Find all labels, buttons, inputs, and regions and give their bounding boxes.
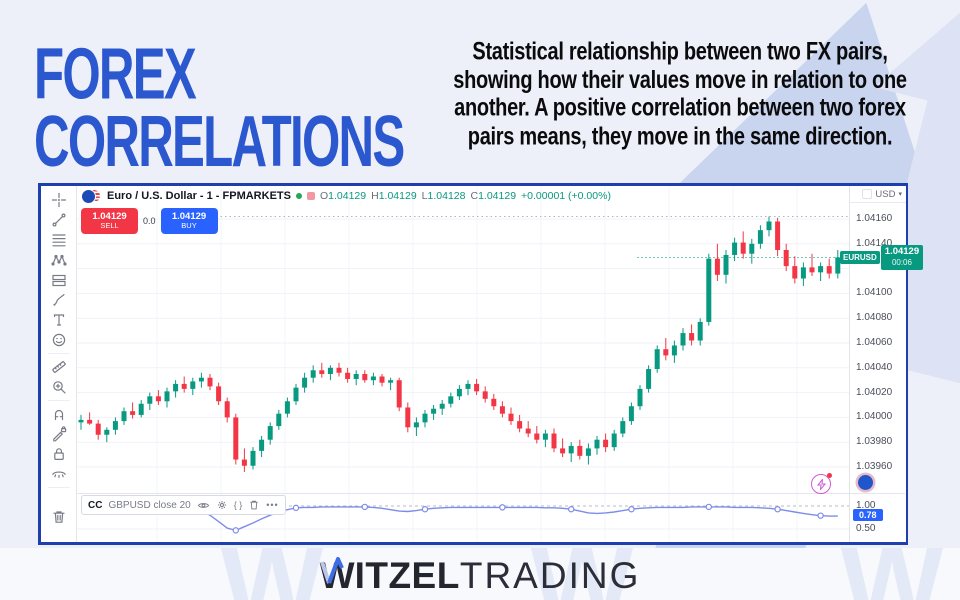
footer-band: W W W W ITZEL TRADING <box>0 548 960 600</box>
settings-gear-icon[interactable] <box>216 499 228 511</box>
brush-icon[interactable] <box>47 290 71 310</box>
eye-icon[interactable] <box>197 499 210 512</box>
logo-bold-part: ITZEL <box>354 555 460 596</box>
price-tick-label: 1.03960 <box>856 461 893 472</box>
magnet-icon[interactable] <box>47 404 71 424</box>
description-line: showing how their values move in relatio… <box>453 66 907 94</box>
price-axis[interactable]: USD ▾ 1.04160 1.04140 1.04100 1.04080 1.0406… <box>849 186 906 542</box>
badge-symbol: EURUSD <box>840 250 880 264</box>
w-watermark: W <box>220 548 324 600</box>
ohlc-values: O1.04129 H1.04129 L1.04128 C1.04129 +0.0… <box>319 190 611 202</box>
title-line-1: FOREX <box>34 32 197 115</box>
toolbar-separator <box>47 400 70 401</box>
drawing-toolbar <box>41 186 77 542</box>
indicator-params: GBPUSD close 20 <box>108 499 191 511</box>
crosshair-icon[interactable] <box>47 190 71 210</box>
more-options-icon[interactable]: ••• <box>266 500 279 510</box>
instant-trading-icon[interactable] <box>811 473 832 494</box>
description-line: pairs means, they move in the same direc… <box>467 122 893 150</box>
spread-value: 0.0 <box>143 216 156 226</box>
text-icon[interactable] <box>47 310 71 330</box>
title-line-2: CORRELATIONS <box>34 99 405 182</box>
description-line: another. A positive correlation between … <box>454 94 906 122</box>
emoji-icon[interactable] <box>47 330 71 350</box>
logo-light-part: TRADING <box>459 555 641 596</box>
drawing-lock-icon[interactable] <box>47 424 71 444</box>
currency-label: USD <box>875 188 896 200</box>
zoom-in-icon[interactable] <box>47 377 71 397</box>
trend-line-icon[interactable] <box>47 210 71 230</box>
pane-separator[interactable] <box>77 493 905 494</box>
axis-tool-icon[interactable] <box>862 189 873 199</box>
symbol-title[interactable]: Euro / U.S. Dollar - 1 - FPMARKETS <box>107 190 291 202</box>
badge-countdown: 00:06 <box>891 258 912 268</box>
price-tick-label: 1.04000 <box>856 411 893 423</box>
xabcd-pattern-icon[interactable] <box>47 250 71 270</box>
buy-button[interactable]: 1.04129 BUY <box>160 208 218 234</box>
tradingview-chart-panel: USD ▾ 1.04160 1.04140 1.04100 1.04080 1.0406… <box>38 183 924 545</box>
toolbar-separator <box>47 353 70 354</box>
hide-drawings-icon[interactable] <box>47 464 71 484</box>
delete-indicator-icon[interactable] <box>248 499 260 511</box>
currency-selector[interactable]: USD ▾ <box>850 186 906 203</box>
ruler-icon[interactable] <box>47 357 71 377</box>
sell-button[interactable]: 1.04129 SELL <box>81 208 138 234</box>
last-price-badge: EURUSD 1.04129 00:06 <box>840 245 924 270</box>
price-change: +0.00001 (+0.00%) <box>521 190 611 202</box>
witzel-trading-logo: W ITZEL TRADING <box>0 555 960 597</box>
price-tick-label: 1.04100 <box>856 287 893 299</box>
indicator-abbr: CC <box>88 499 103 511</box>
broker-account-icon[interactable] <box>858 475 873 490</box>
description-line: Statistical relationship between two FX … <box>472 38 888 66</box>
eurusd-pair-icon <box>81 189 102 204</box>
indicator-tick-label: 0.50 <box>856 523 876 534</box>
price-tick-label: 1.04140 <box>856 237 893 249</box>
fib-retracement-icon[interactable] <box>47 230 71 250</box>
logo-w-mark: W <box>319 555 355 596</box>
source-code-icon[interactable]: { } <box>233 500 243 510</box>
badge-price: 1.04129 <box>884 246 920 258</box>
price-tick-label: 1.04080 <box>856 312 893 324</box>
market-open-dot-icon <box>295 193 302 199</box>
candlestick-plot[interactable] <box>77 186 849 542</box>
logo-check-icon <box>319 557 344 584</box>
chevron-down-icon: ▾ <box>898 191 902 198</box>
indicator-legend[interactable]: CC GBPUSD close 20 { } ••• <box>81 495 286 515</box>
notification-square-icon[interactable] <box>306 192 315 200</box>
remove-drawings-icon[interactable] <box>47 507 71 527</box>
long-position-icon[interactable] <box>47 270 71 290</box>
page-title: FOREX CORRELATIONS <box>34 32 405 182</box>
toolbar-separator <box>47 487 70 488</box>
price-tick-label: 1.04040 <box>856 361 893 373</box>
price-tick-label: 1.04160 <box>856 213 893 224</box>
trade-buttons: 1.04129 SELL 0.0 1.04129 BUY <box>81 208 218 234</box>
indicator-tick-label: 1.00 <box>856 500 876 511</box>
indicator-value-badge: 0.78 <box>853 509 883 522</box>
price-tick-label: 1.04060 <box>856 337 893 348</box>
w-watermark: W <box>530 548 634 600</box>
price-tick-label: 1.03980 <box>856 436 893 448</box>
w-watermark: W <box>840 548 944 600</box>
description-text: Statistical relationship between two FX … <box>422 38 938 151</box>
symbol-header: Euro / U.S. Dollar - 1 - FPMARKETS O1.04… <box>81 189 611 204</box>
price-tick-label: 1.04020 <box>856 386 893 398</box>
lock-drawings-icon[interactable] <box>47 444 71 464</box>
